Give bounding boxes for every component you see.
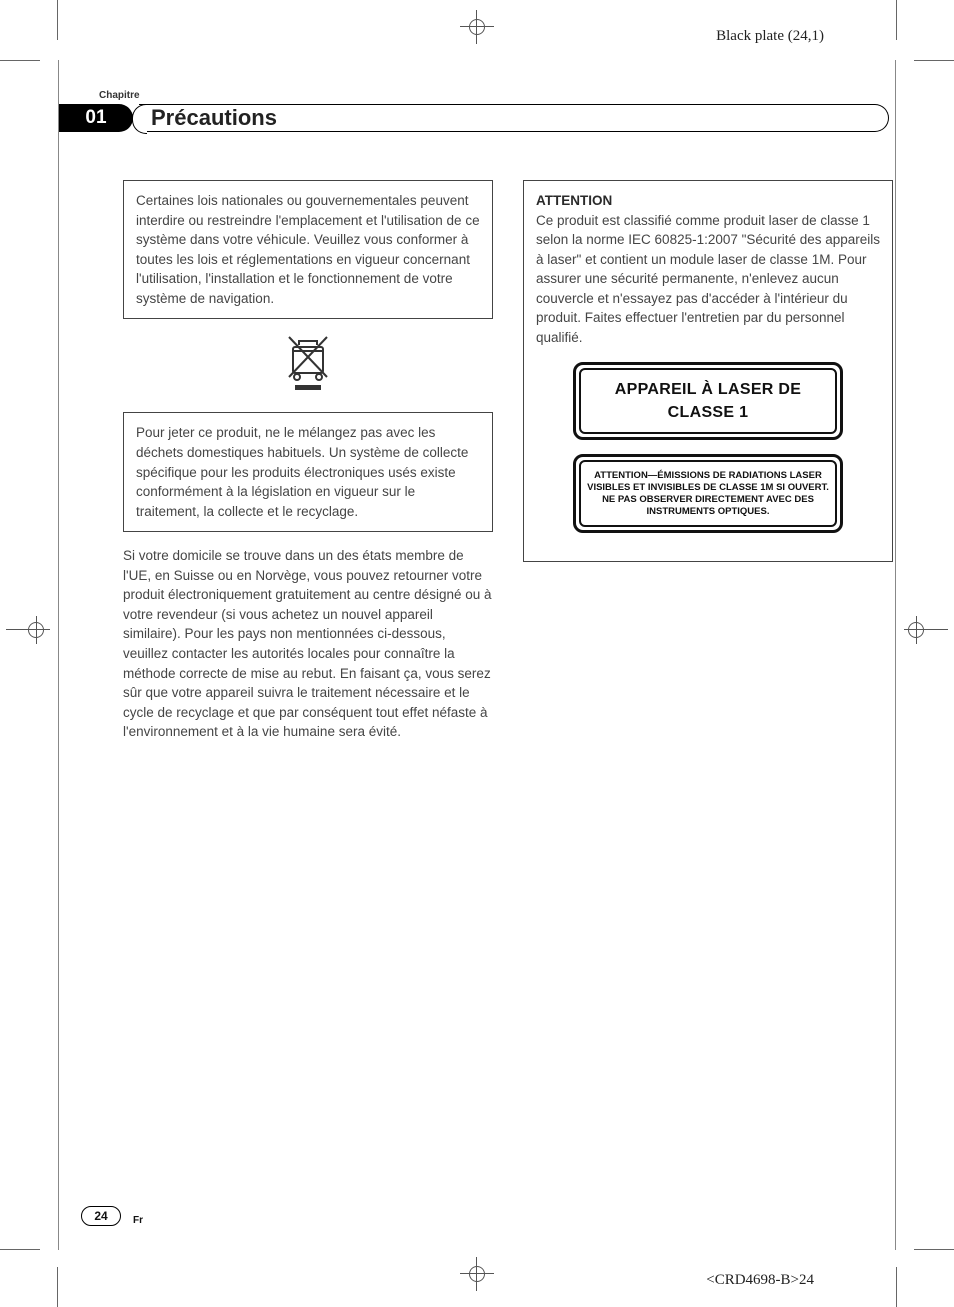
footer-code: <CRD4698-B>24 [706, 1272, 814, 1289]
recycling-paragraph: Si votre domicile se trouve dans un des … [123, 546, 493, 742]
registration-mark-top [460, 10, 494, 44]
left-column: Certaines lois nationales ou gouvernemen… [123, 180, 493, 742]
language-code: Fr [133, 1215, 143, 1226]
registration-mark-right [904, 616, 948, 644]
right-column: ATTENTION Ce produit est classifié comme… [523, 180, 893, 742]
plate-label: Black plate (24,1) [716, 28, 824, 45]
page-frame: Chapitre 01 Précautions Certaines lois n… [58, 60, 896, 1250]
laser-warning-label: ATTENTION—ÉMISSIONS DE RADIATIONS LASER … [573, 454, 843, 534]
laser-warning-text: ATTENTION—ÉMISSIONS DE RADIATIONS LASER … [587, 470, 829, 518]
disposal-notice-box: Pour jeter ce produit, ne le mélangez pa… [123, 412, 493, 532]
laser-class-text: APPAREIL À LASER DE CLASSE 1 [587, 378, 829, 424]
attention-box: ATTENTION Ce produit est classifié comme… [523, 180, 893, 562]
section-title: Précautions [139, 104, 889, 132]
chapter-number-pill: 01 [59, 104, 133, 132]
attention-heading: ATTENTION [536, 191, 880, 211]
legal-notice-box: Certaines lois nationales ou gouvernemen… [123, 180, 493, 319]
chapter-label: Chapitre [99, 90, 140, 101]
page-number: 24 [81, 1206, 121, 1226]
section-header: 01 Précautions [59, 104, 889, 132]
attention-body: Ce produit est classifié comme produit l… [536, 211, 880, 348]
registration-mark-left [6, 616, 50, 644]
weee-icon [123, 333, 493, 396]
laser-class-label: APPAREIL À LASER DE CLASSE 1 [573, 362, 843, 440]
registration-mark-bottom [460, 1257, 494, 1291]
